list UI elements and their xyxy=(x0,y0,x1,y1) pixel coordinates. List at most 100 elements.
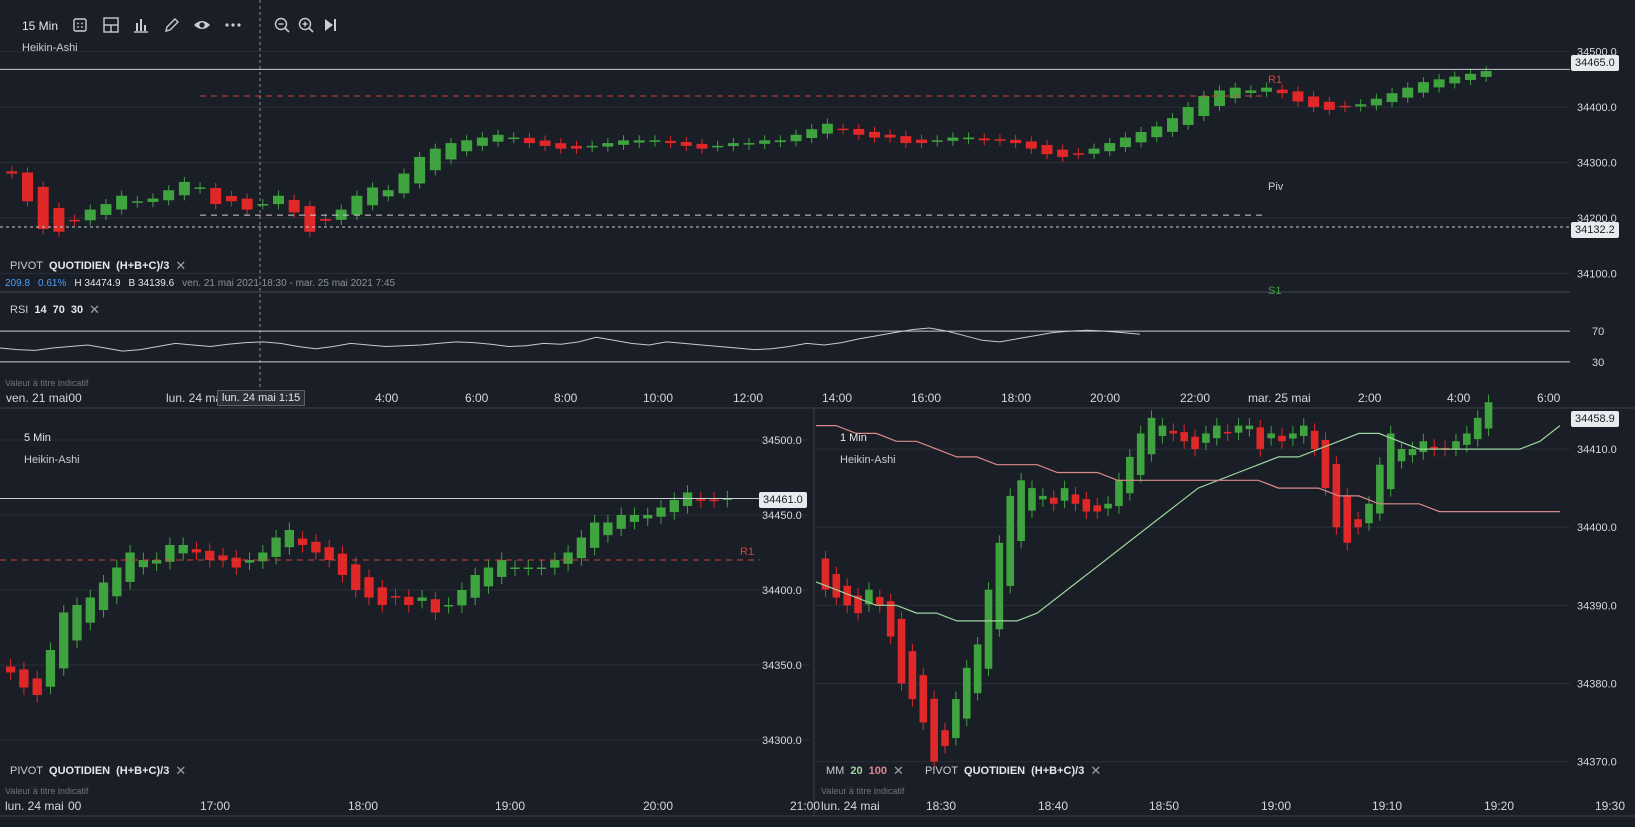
left-candle xyxy=(390,596,401,598)
top-x-tick-label: 2:00 xyxy=(1358,391,1382,405)
left-candle xyxy=(244,560,255,563)
right-candle xyxy=(843,585,851,606)
top-candle xyxy=(523,137,535,144)
top-candle xyxy=(1041,145,1053,155)
right-candle xyxy=(1299,425,1308,436)
right-interval[interactable]: 1 Min xyxy=(840,432,867,444)
top-candle xyxy=(6,171,18,174)
top-candle xyxy=(790,134,802,142)
piv-label: Piv xyxy=(1268,181,1284,193)
close-icon[interactable]: ✕ xyxy=(175,258,187,273)
right-candle xyxy=(1430,446,1439,450)
pencil-icon[interactable] xyxy=(161,14,183,36)
top-candle xyxy=(1182,107,1194,125)
top-candle xyxy=(476,137,488,146)
top-x-tick-label: 16:00 xyxy=(911,391,941,405)
left-candle xyxy=(629,515,640,522)
more-icon[interactable] xyxy=(222,14,244,36)
top-candle xyxy=(461,140,473,152)
left-candle xyxy=(417,597,427,601)
right-candle xyxy=(1104,503,1112,509)
top-footnote: Valeur à titre indicatif xyxy=(5,378,89,388)
top-candle xyxy=(1386,93,1398,103)
left-candle xyxy=(138,560,149,568)
stat-high: H 34474.9 xyxy=(74,278,121,289)
jump-to-end-icon[interactable] xyxy=(319,14,341,36)
close-icon[interactable]: ✕ xyxy=(892,763,904,778)
left-x-tick-label: 19:00 xyxy=(495,799,525,813)
left-pivot-indicator[interactable]: PIVOT QUOTIDIEN (H+B+C)/3 ✕ xyxy=(10,763,186,779)
ma-p1: 20 xyxy=(850,765,863,777)
right-y-tick-label: 34380.0 xyxy=(1577,678,1617,690)
close-icon[interactable]: ✕ xyxy=(1090,763,1102,778)
top-candle xyxy=(1151,126,1163,138)
top-x-tick-label: ven. 21 mai xyxy=(6,391,68,405)
close-icon[interactable]: ✕ xyxy=(89,302,100,317)
stat-range: ven. 21 mai 2021 18:30 - mar. 25 mai 202… xyxy=(182,278,396,289)
left-candle xyxy=(284,530,295,548)
top-candle xyxy=(665,140,677,144)
left-candle xyxy=(258,552,268,562)
top-candle xyxy=(116,195,128,210)
top-pivot-indicator[interactable]: PIVOT QUOTIDIEN (H+B+C)/3 ✕ xyxy=(10,258,186,274)
top-stats-bar: 209.8 0.61% H 34474.9 B 34139.6 ven. 21 … xyxy=(5,278,395,289)
left-candle xyxy=(682,492,693,507)
left-interval[interactable]: 5 Min xyxy=(24,432,51,444)
grid-icon[interactable] xyxy=(69,14,91,36)
right-candle xyxy=(1028,488,1036,511)
layout-icon[interactable] xyxy=(100,14,122,36)
top-candle xyxy=(272,195,284,205)
top-candle xyxy=(602,143,614,147)
top-candle xyxy=(22,172,34,202)
top-candle xyxy=(1135,132,1147,143)
zoom-out-icon[interactable] xyxy=(271,14,293,36)
right-y-tick-label: 34410.0 xyxy=(1577,444,1617,456)
top-candle xyxy=(367,187,379,206)
left-candle xyxy=(19,669,29,688)
top-candle xyxy=(853,128,865,135)
eye-icon[interactable] xyxy=(191,14,213,36)
right-candle xyxy=(1321,439,1330,489)
right-candle xyxy=(1158,425,1167,437)
left-candle xyxy=(616,515,626,529)
right-candle xyxy=(875,597,884,606)
left-candle xyxy=(85,597,95,623)
top-candle xyxy=(53,207,65,232)
top-x-tick-label: 22:00 xyxy=(1180,391,1210,405)
right-candle xyxy=(1169,430,1178,434)
top-candle xyxy=(884,134,896,138)
top-candle xyxy=(1276,89,1288,94)
top-candle xyxy=(131,201,143,203)
top-candle xyxy=(759,140,771,144)
right-candle xyxy=(1049,497,1058,504)
right-candle xyxy=(1006,495,1015,587)
bar-chart-icon[interactable] xyxy=(130,14,152,36)
right-pivot-indicator[interactable]: PIVOT QUOTIDIEN (H+B+C)/3 ✕ xyxy=(925,763,1101,779)
top-crosshair-price: 34132.2 xyxy=(1571,222,1619,238)
top-candle xyxy=(508,137,520,140)
left-candle xyxy=(443,605,454,607)
pivot-name: PIVOT xyxy=(10,765,44,777)
right-candle xyxy=(1017,480,1025,541)
rsi-indicator[interactable]: RSI 14 70 30 ✕ xyxy=(10,302,100,318)
top-candle xyxy=(1229,87,1241,99)
top-candle xyxy=(963,137,975,140)
right-y-tick-label: 34370.0 xyxy=(1577,757,1617,769)
zoom-in-icon[interactable] xyxy=(295,14,317,36)
ma-indicator[interactable]: MM 20 100 ✕ xyxy=(826,763,904,779)
right-candle xyxy=(1082,499,1091,512)
left-candle xyxy=(72,605,82,641)
left-candle xyxy=(151,560,162,564)
top-candle xyxy=(1072,153,1084,155)
right-x-tick-label: 19:20 xyxy=(1484,799,1514,813)
right-candle xyxy=(919,675,928,723)
top-candle xyxy=(680,141,692,146)
right-candle xyxy=(1473,417,1482,440)
close-icon[interactable]: ✕ xyxy=(175,763,187,778)
interval-selector[interactable]: 15 Min xyxy=(22,19,59,33)
top-candle xyxy=(398,173,410,194)
top-candle xyxy=(712,145,724,148)
top-candle xyxy=(586,145,598,148)
top-candle xyxy=(696,143,708,149)
